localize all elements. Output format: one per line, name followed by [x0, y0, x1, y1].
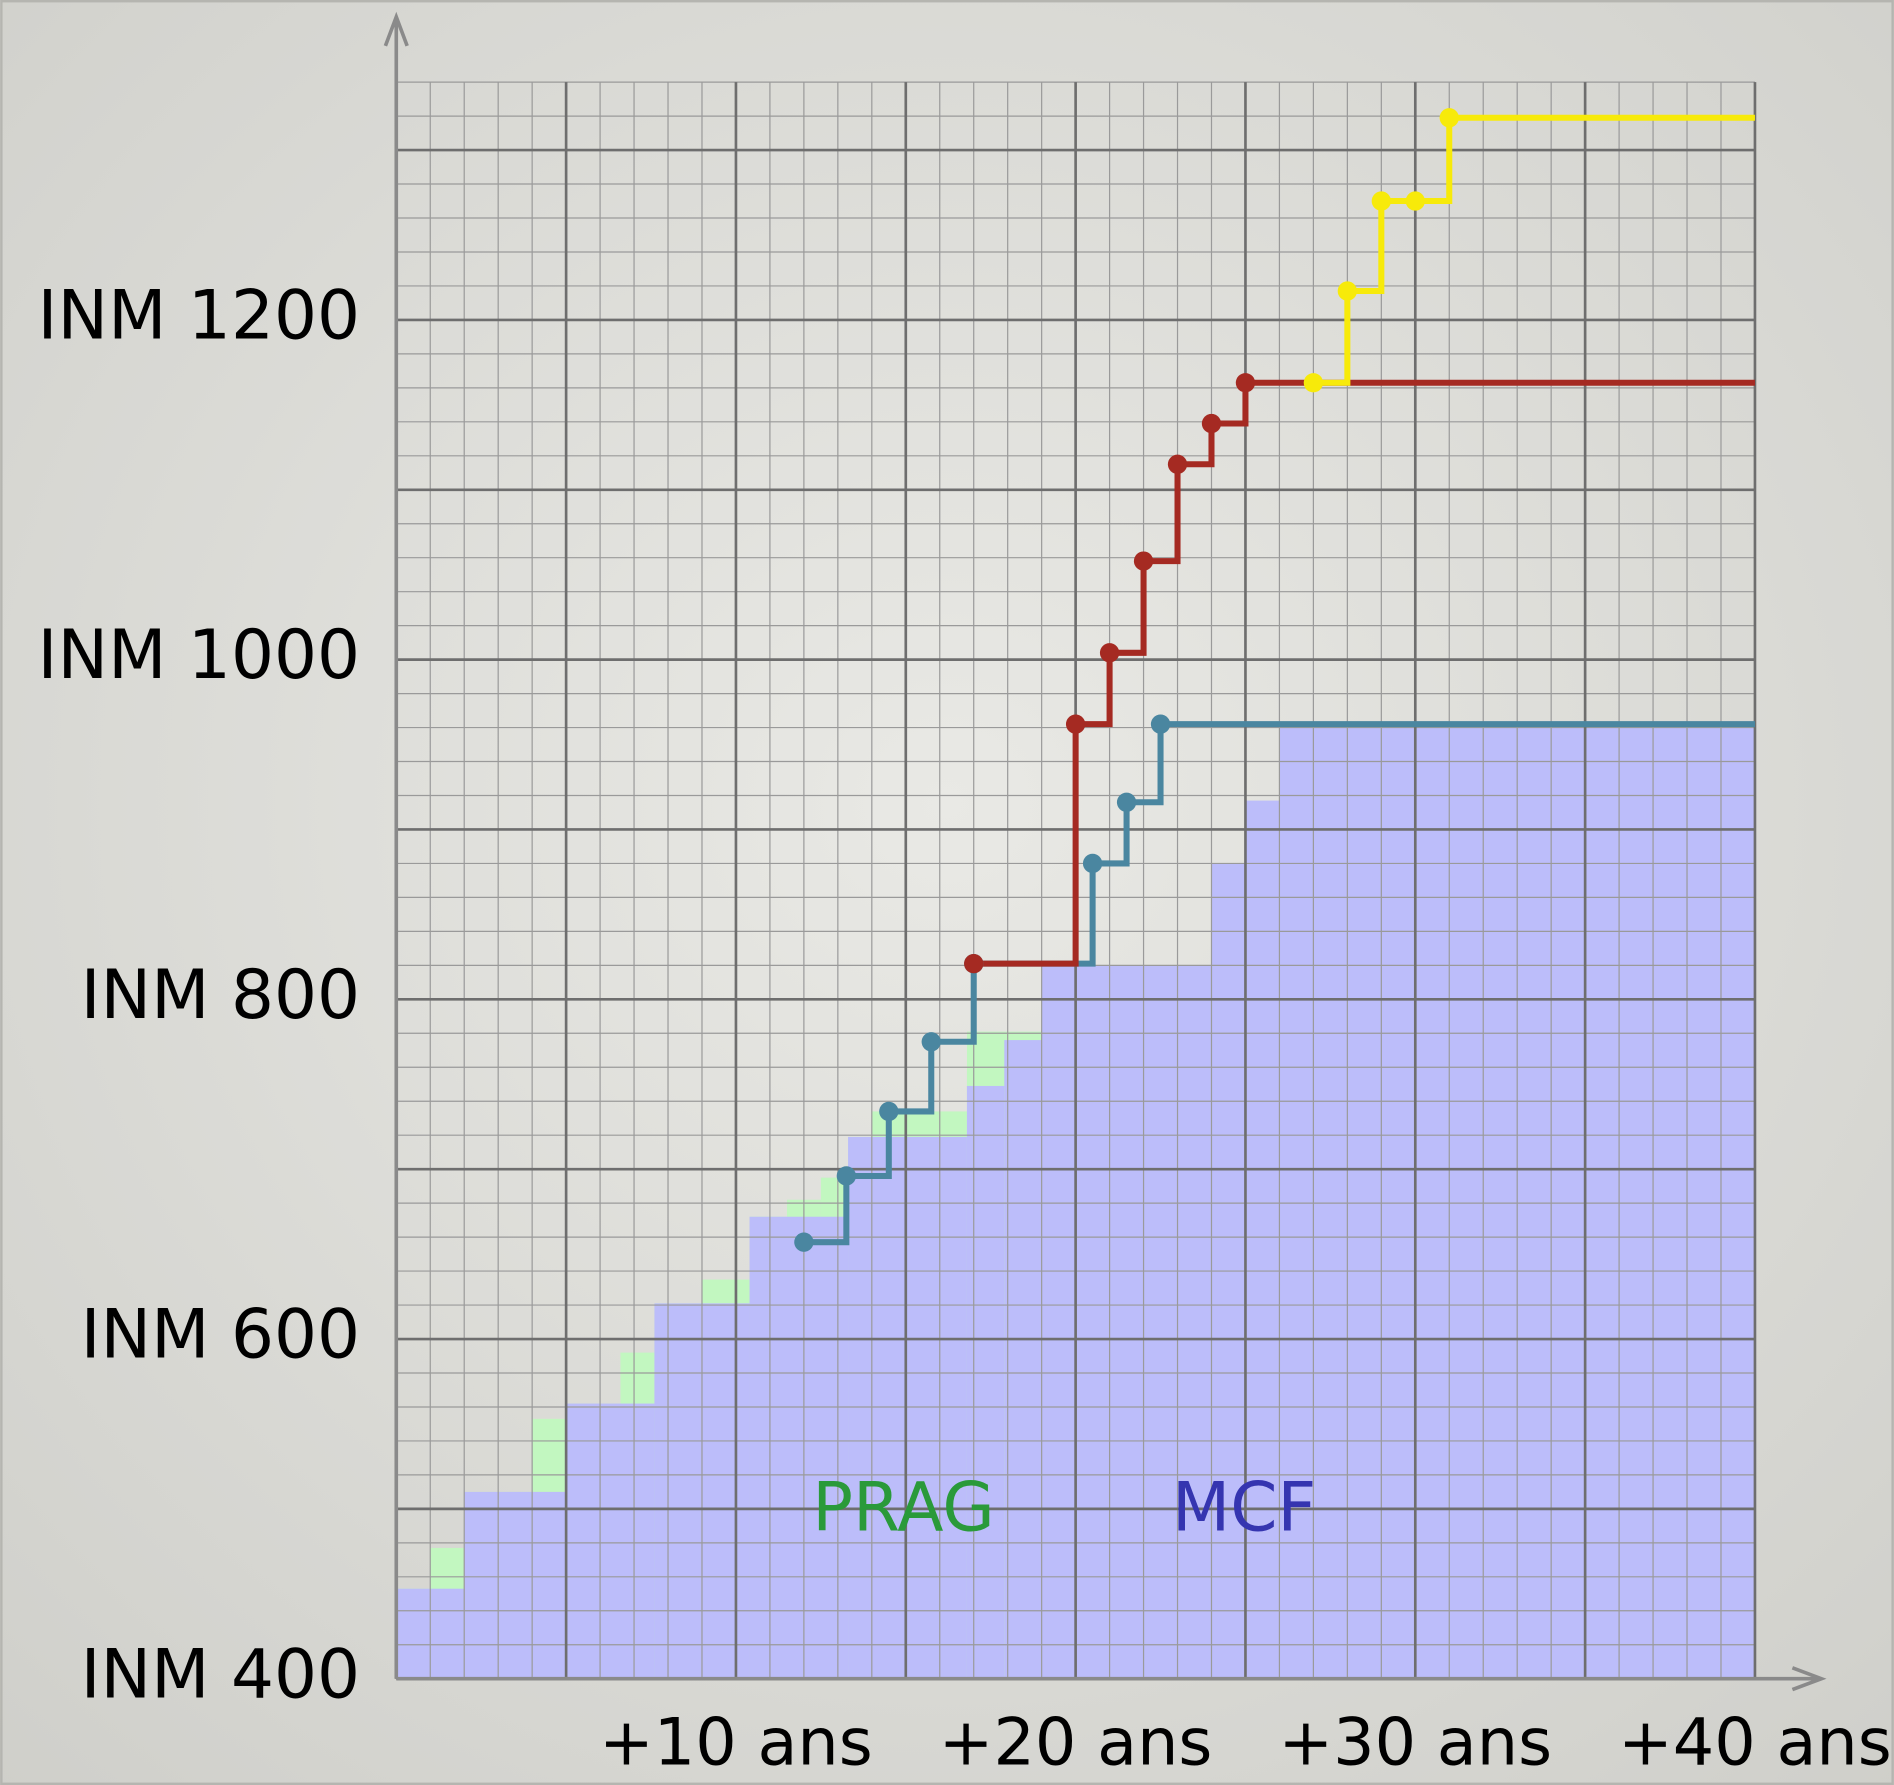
- area-step: [1245, 800, 1280, 1679]
- step-point: [1439, 108, 1459, 128]
- area-step: [749, 1216, 849, 1679]
- step-point: [1167, 454, 1188, 474]
- step-point: [1150, 714, 1171, 734]
- area-step: [1041, 965, 1212, 1679]
- step-point: [879, 1101, 899, 1122]
- area-step: [464, 1491, 567, 1679]
- step-point: [1133, 551, 1154, 571]
- area-step: [848, 1136, 967, 1679]
- step-point: [1116, 792, 1137, 812]
- step-point: [964, 953, 984, 974]
- step-point: [1235, 373, 1256, 393]
- x-tick-label: +30 ans: [1278, 1704, 1552, 1780]
- area-step: [1004, 1040, 1042, 1679]
- step-point: [1082, 853, 1103, 874]
- step-point: [1371, 191, 1391, 211]
- y-tick-label: INM 600: [81, 1295, 360, 1374]
- y-tick-label: INM 1200: [38, 275, 360, 354]
- x-axis-arrow: [1791, 1666, 1827, 1692]
- step-point: [921, 1032, 941, 1052]
- x-tick-label: +40 ans: [1618, 1704, 1892, 1780]
- y-axis-arrow: [383, 11, 409, 47]
- step-point: [1099, 643, 1120, 663]
- step-point: [1065, 714, 1086, 734]
- step-point: [1303, 373, 1324, 393]
- y-tick-label: INM 400: [81, 1634, 360, 1713]
- area-step: [966, 1085, 1005, 1679]
- step-point: [836, 1166, 857, 1186]
- area-label: PRAG: [812, 1468, 995, 1547]
- step-point: [1405, 191, 1425, 211]
- step-point: [1201, 413, 1222, 434]
- y-tick-label: INM 800: [81, 955, 360, 1034]
- step-line: [1313, 117, 1453, 386]
- step-point: [1337, 281, 1358, 301]
- area-label: MCF: [1172, 1468, 1316, 1547]
- y-tick-label: INM 1000: [38, 615, 360, 694]
- step-point: [794, 1232, 814, 1252]
- x-tick-label: +10 ans: [599, 1704, 873, 1780]
- area-step: [566, 1403, 655, 1679]
- step-line: [803, 724, 1164, 1246]
- x-tick-label: +20 ans: [939, 1704, 1213, 1780]
